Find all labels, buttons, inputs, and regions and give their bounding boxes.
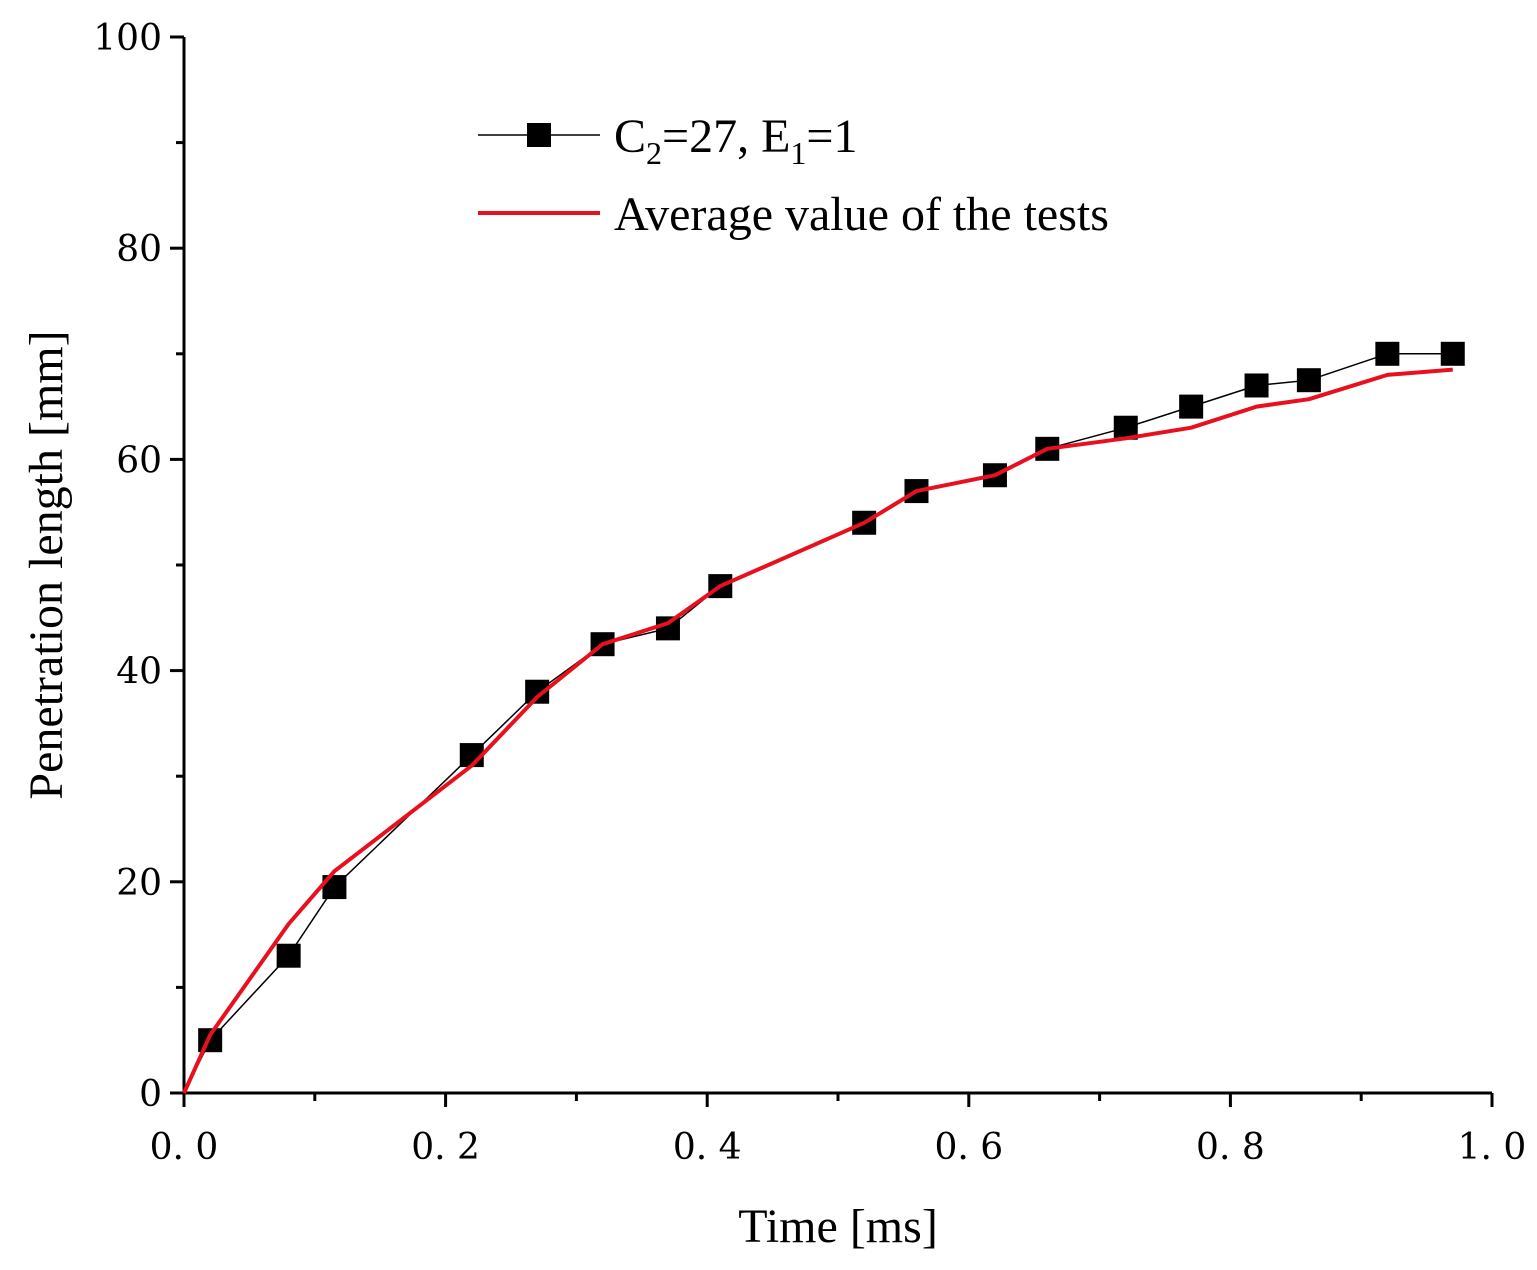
y-tick-label: 80: [116, 229, 162, 270]
y-ticks: 0 20 40 60 80 100: [93, 18, 184, 1115]
legend-label-mid: =27, E: [662, 110, 790, 163]
x-ticks: 0. 0 0. 2 0. 4 0. 6 0. 8 1. 0: [150, 1093, 1527, 1168]
legend-label-c-sub: 2: [646, 135, 662, 171]
x-tick-label: 0. 6: [934, 1127, 1003, 1168]
y-axis-title: Penetration length [mm]: [20, 330, 73, 799]
legend-label-series-2: Average value of the tests: [614, 188, 1109, 241]
data-point-marker: [276, 943, 301, 968]
series-line-2: [182, 367, 1453, 1094]
legend: C2=27, E1=1 Average value of the tests: [478, 110, 1109, 241]
y-tick-label: 40: [116, 652, 162, 693]
legend-marker-series-1: [527, 123, 551, 147]
x-tick-label: 0. 4: [673, 1127, 742, 1168]
data-point-marker: [1375, 341, 1400, 366]
legend-label-c: C: [614, 110, 646, 163]
x-tick-label: 0. 0: [150, 1127, 219, 1168]
series-layer: [182, 341, 1465, 1094]
data-point-marker: [1244, 373, 1269, 398]
data-point-marker: [1296, 368, 1321, 393]
data-point-marker: [1179, 394, 1204, 419]
axes: 0. 0 0. 2 0. 4 0. 6 0. 8 1. 0 0 20 40 60 80 100: [93, 18, 1526, 1168]
data-point-marker: [1440, 341, 1465, 366]
y-tick-label: 20: [116, 863, 162, 904]
y-tick-label: 60: [116, 440, 162, 481]
y-tick-label: 100: [93, 18, 162, 59]
legend-label-end: =1: [806, 110, 857, 163]
legend-label-e-sub: 1: [790, 135, 806, 171]
x-tick-label: 1. 0: [1458, 1127, 1527, 1168]
legend-label-series-1: C2=27, E1=1: [614, 110, 857, 171]
x-tick-label: 0. 8: [1196, 1127, 1265, 1168]
x-tick-label: 0. 2: [411, 1127, 480, 1168]
series-line-1: [183, 353, 1453, 1094]
x-axis-title: Time [ms]: [738, 1200, 938, 1253]
data-point-marker: [655, 616, 680, 641]
y-tick-label: 0: [139, 1074, 162, 1115]
